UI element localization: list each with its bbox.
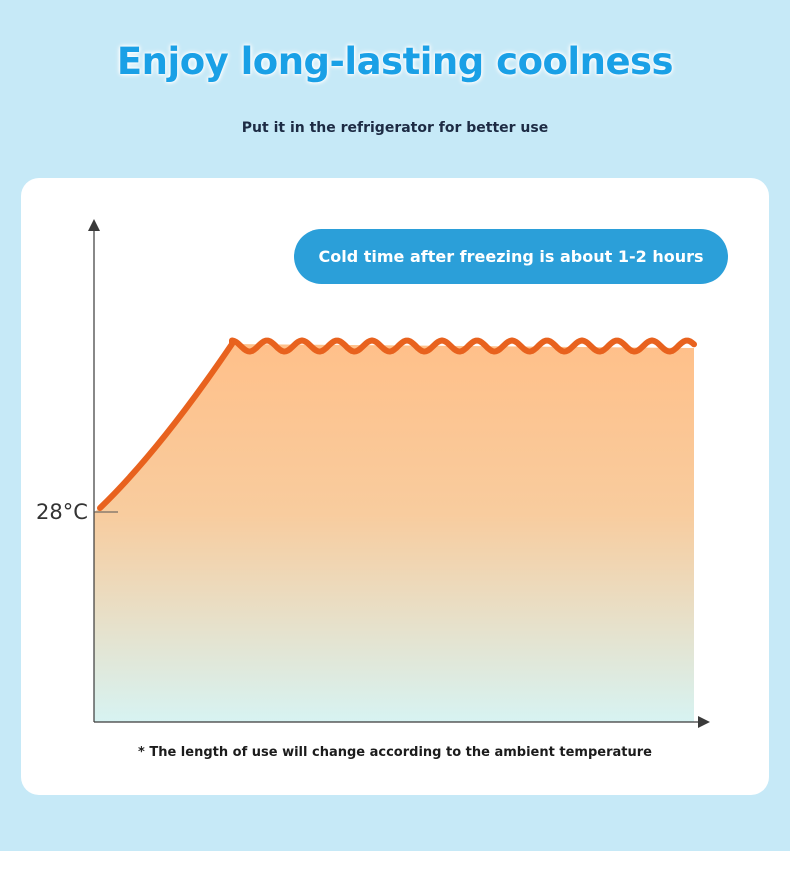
temperature-line: [97, 337, 697, 511]
chart-footnote: * The length of use will change accordin…: [138, 745, 652, 760]
chart-area-fill: [94, 344, 694, 722]
y-axis-arrow: [88, 219, 100, 231]
annotation-badge: Cold time after freezing is about 1-2 ho…: [294, 229, 728, 284]
page-subtitle: Put it in the refrigerator for better us…: [241, 120, 549, 136]
y-tick-label: 28°C: [36, 500, 88, 524]
page-title: Enjoy long-lasting coolness: [116, 40, 674, 83]
x-axis-arrow: [698, 716, 710, 728]
